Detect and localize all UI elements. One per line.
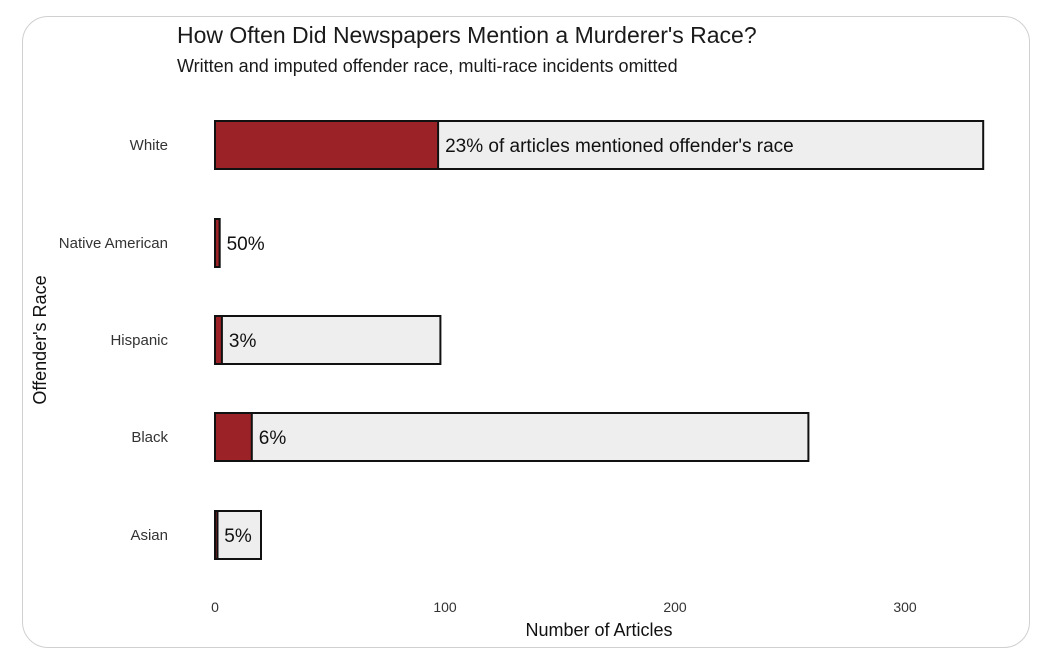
x-tick-label-200: 200 bbox=[663, 599, 687, 615]
x-tick-label-100: 100 bbox=[433, 599, 457, 615]
bar-mentioned-asian bbox=[214, 510, 219, 560]
x-axis-title: Number of Articles bbox=[525, 620, 672, 640]
bar-label-black: 6% bbox=[259, 428, 287, 449]
bar-total-black bbox=[214, 412, 810, 462]
category-label-asian: Asian bbox=[130, 527, 168, 544]
bar-label-asian: 5% bbox=[224, 526, 252, 547]
y-axis-title: Offender's Race bbox=[30, 275, 50, 404]
bar-mentioned-black bbox=[214, 412, 253, 462]
bar-total-asian bbox=[214, 510, 262, 560]
category-label-white: White bbox=[130, 137, 168, 154]
bar-label-native-american: 50% bbox=[227, 234, 265, 255]
bar-mentioned-native-american bbox=[214, 218, 221, 268]
category-label-hispanic: Hispanic bbox=[110, 332, 168, 349]
chart-title: How Often Did Newspapers Mention a Murde… bbox=[177, 22, 757, 48]
bar-mentioned-hispanic bbox=[214, 315, 223, 365]
category-label-black: Black bbox=[131, 429, 168, 446]
bar-label-white: 23% of articles mentioned offender's rac… bbox=[445, 136, 794, 157]
chart-subtitle: Written and imputed offender race, multi… bbox=[177, 56, 678, 76]
x-tick-label-0: 0 bbox=[211, 599, 219, 615]
bar-mentioned-white bbox=[214, 120, 440, 170]
bar-label-hispanic: 3% bbox=[229, 331, 257, 352]
x-tick-label-300: 300 bbox=[893, 599, 917, 615]
category-label-native-american: Native American bbox=[59, 235, 168, 252]
